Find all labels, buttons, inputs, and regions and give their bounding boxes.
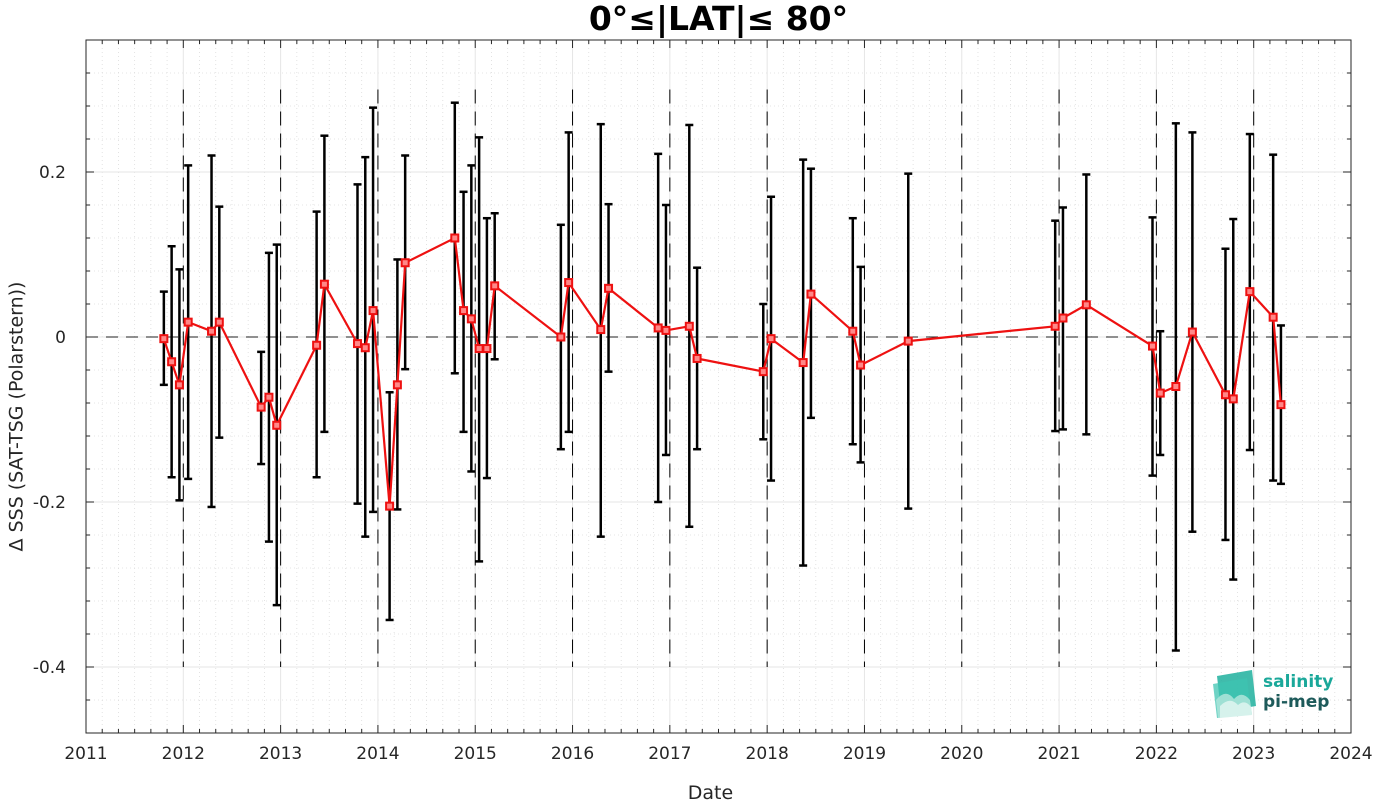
data-point xyxy=(1268,312,1278,322)
data-point xyxy=(1058,313,1068,323)
data-point xyxy=(758,367,768,377)
data-point xyxy=(368,306,378,316)
x-tick-label: 2019 xyxy=(843,744,886,764)
data-point xyxy=(392,380,402,390)
salinity-pi-mep-logo: salinity pi-mep xyxy=(1213,670,1333,718)
data-point xyxy=(903,336,913,346)
data-point xyxy=(1245,287,1255,297)
data-point xyxy=(1171,382,1181,391)
axis-ticks xyxy=(85,39,1352,734)
logo-text-salinity: salinity xyxy=(1263,672,1333,692)
data-point xyxy=(798,358,808,368)
data-point xyxy=(1081,300,1091,310)
data-point xyxy=(692,353,702,363)
series-markers xyxy=(159,233,1286,511)
x-tick-label: 2020 xyxy=(940,744,983,764)
data-point xyxy=(207,326,217,336)
data-point xyxy=(312,340,322,350)
data-point xyxy=(256,402,266,412)
data-point xyxy=(183,317,193,327)
data-point xyxy=(806,289,816,299)
data-point xyxy=(1276,400,1286,410)
data-point xyxy=(1220,390,1230,400)
y-tick-label: 0.2 xyxy=(39,163,66,183)
data-point xyxy=(556,332,566,342)
data-point xyxy=(400,258,410,268)
data-point xyxy=(1228,394,1238,404)
data-point xyxy=(319,279,329,289)
y-tick-label: -0.2 xyxy=(33,493,66,513)
y-tick-label: -0.4 xyxy=(33,658,66,678)
data-point xyxy=(661,325,671,335)
data-point xyxy=(564,278,574,288)
x-axis-label: Date xyxy=(688,782,733,801)
x-tick-label: 2014 xyxy=(356,744,399,764)
data-point xyxy=(1187,327,1197,337)
data-point xyxy=(596,325,606,335)
x-tick-label: 2016 xyxy=(551,744,594,764)
data-point xyxy=(474,344,484,354)
x-tick-label: 2013 xyxy=(259,744,302,764)
x-tick-label: 2012 xyxy=(162,744,205,764)
x-tick-label: 2011 xyxy=(64,744,107,764)
data-point xyxy=(684,321,694,331)
x-tick-label: 2021 xyxy=(1037,744,1080,764)
data-point xyxy=(360,343,370,353)
x-tick-label: 2023 xyxy=(1232,744,1275,764)
x-tick-label: 2022 xyxy=(1135,744,1178,764)
data-point xyxy=(1050,321,1060,331)
series-line xyxy=(162,236,1282,507)
data-point xyxy=(766,334,776,344)
data-point xyxy=(174,380,184,390)
data-point xyxy=(848,326,858,336)
data-point xyxy=(482,344,492,354)
data-point xyxy=(450,233,460,243)
data-point xyxy=(466,314,476,324)
data-point xyxy=(653,323,663,333)
x-tick-label: 2017 xyxy=(648,744,691,764)
data-point xyxy=(490,281,500,291)
logo-text-pi-mep: pi-mep xyxy=(1263,692,1329,712)
data-point xyxy=(264,392,274,402)
x-tick-label: 2018 xyxy=(746,744,789,764)
data-point xyxy=(1155,388,1165,398)
data-point xyxy=(272,420,282,430)
data-point xyxy=(167,357,177,367)
data-point xyxy=(352,339,362,349)
chart-title: 0°≤|LAT|≤ 80° xyxy=(589,0,848,38)
y-tick-labels: -0.4 -0.2 0 0.2 xyxy=(33,163,66,678)
data-point xyxy=(604,283,614,293)
logo-wave-icon xyxy=(1213,670,1256,718)
data-point xyxy=(459,306,469,316)
y-tick-label: 0 xyxy=(55,328,66,348)
x-tick-label: 2024 xyxy=(1329,744,1372,764)
data-point xyxy=(214,317,224,327)
y-axis-label: Δ SSS (SAT-TSG (Polarstern)) xyxy=(6,282,28,552)
data-point xyxy=(385,501,395,511)
data-point xyxy=(159,334,169,344)
data-point xyxy=(856,360,866,370)
x-tick-labels: 2011 2012 2013 2014 2015 2016 2017 2018 2019 2020… xyxy=(64,744,1372,764)
data-point xyxy=(1147,341,1157,351)
x-tick-label: 2015 xyxy=(454,744,497,764)
